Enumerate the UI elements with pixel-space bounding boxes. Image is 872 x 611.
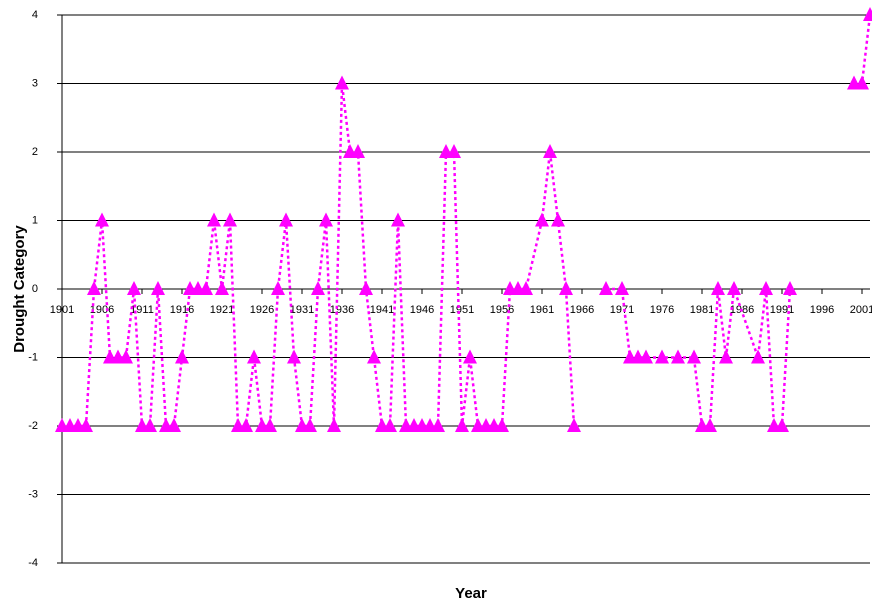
marker: [279, 212, 293, 227]
x-tick-label: 1911: [130, 304, 154, 316]
marker: [703, 418, 717, 432]
x-tick-label: 1951: [450, 304, 474, 316]
marker: [95, 212, 109, 227]
marker: [127, 281, 141, 295]
marker: [391, 212, 405, 227]
marker: [87, 281, 101, 295]
marker: [559, 281, 573, 295]
marker: [567, 418, 581, 432]
x-tick-label: 1931: [290, 304, 314, 316]
x-tick-label: 1936: [330, 304, 354, 316]
x-tick-label: 1956: [490, 304, 514, 316]
y-tick-label: 1: [32, 214, 38, 226]
marker: [719, 349, 733, 364]
marker: [711, 281, 725, 295]
marker: [447, 144, 461, 158]
marker: [247, 349, 261, 364]
marker: [687, 349, 701, 364]
x-tick-label: 1961: [530, 304, 554, 316]
x-tick-label: 1941: [370, 304, 394, 316]
marker: [431, 418, 445, 432]
marker: [615, 281, 629, 295]
x-tick-label: 2001: [850, 304, 872, 316]
marker: [119, 349, 133, 364]
marker: [319, 212, 333, 227]
marker: [199, 281, 213, 295]
marker: [263, 418, 277, 432]
marker: [655, 349, 669, 364]
marker: [367, 349, 381, 364]
y-tick-label: -3: [28, 488, 38, 500]
marker: [639, 349, 653, 364]
marker: [759, 281, 773, 295]
marker: [207, 212, 221, 227]
marker: [455, 418, 469, 432]
marker: [359, 281, 373, 295]
y-tick-label: -4: [28, 557, 38, 569]
marker: [495, 418, 509, 432]
marker: [351, 144, 365, 158]
marker: [335, 75, 349, 90]
marker: [151, 281, 165, 295]
marker: [599, 281, 613, 295]
marker: [167, 418, 181, 432]
x-tick-label: 1996: [810, 304, 834, 316]
marker: [775, 418, 789, 432]
marker: [543, 144, 557, 158]
y-tick-label: 0: [32, 283, 38, 295]
marker: [271, 281, 285, 295]
marker: [383, 418, 397, 432]
marker: [223, 212, 237, 227]
marker: [535, 212, 549, 227]
marker: [551, 212, 565, 227]
x-tick-label: 1926: [250, 304, 274, 316]
marker: [143, 418, 157, 432]
marker: [671, 349, 685, 364]
marker: [751, 349, 765, 364]
x-tick-label: 1901: [50, 304, 74, 316]
x-tick-label: 1921: [210, 304, 234, 316]
y-tick-label: -1: [28, 351, 38, 363]
marker: [783, 281, 797, 295]
x-tick-label: 1966: [570, 304, 594, 316]
y-tick-label: -2: [28, 420, 38, 432]
marker: [287, 349, 301, 364]
marker: [239, 418, 253, 432]
marker: [863, 7, 872, 21]
x-tick-label: 1976: [650, 304, 674, 316]
x-tick-label: 1991: [770, 304, 794, 316]
x-tick-label: 1981: [690, 304, 714, 316]
x-tick-label: 1946: [410, 304, 434, 316]
y-tick-label: 3: [32, 77, 38, 89]
marker: [855, 75, 869, 90]
marker: [463, 349, 477, 364]
x-tick-label: 1906: [90, 304, 114, 316]
marker: [215, 281, 229, 295]
x-tick-label: 1916: [170, 304, 194, 316]
marker: [303, 418, 317, 432]
marker: [175, 349, 189, 364]
marker: [327, 418, 341, 432]
y-tick-label: 4: [32, 9, 38, 21]
marker: [727, 281, 741, 295]
marker: [519, 281, 533, 295]
y-tick-label: 2: [32, 146, 38, 158]
x-axis-title: Year: [455, 585, 487, 602]
marker: [79, 418, 93, 432]
x-tick-label: 1971: [610, 304, 634, 316]
marker: [311, 281, 325, 295]
y-axis-title: Drought Category: [11, 225, 28, 353]
